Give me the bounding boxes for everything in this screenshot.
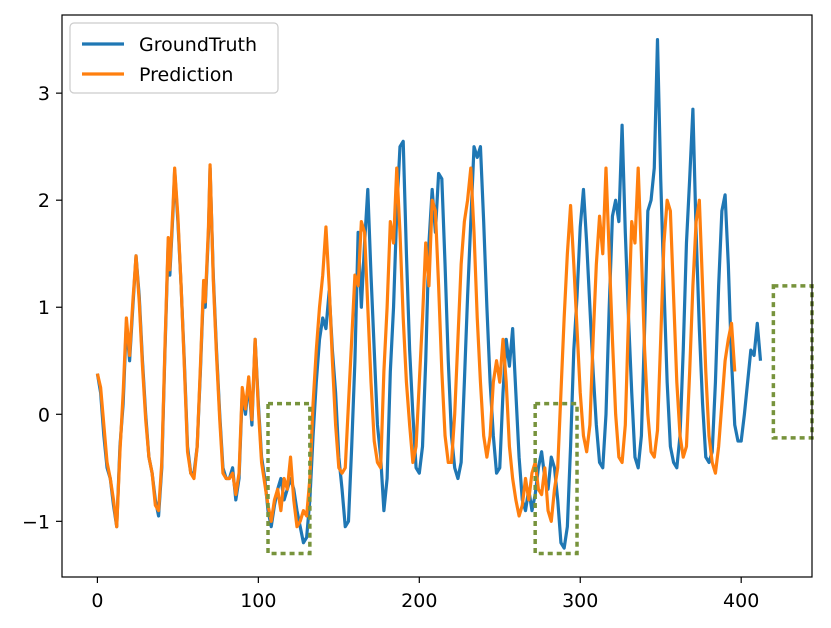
x-tick-label: 400 xyxy=(723,590,759,612)
legend-label-groundtruth: GroundTruth xyxy=(139,34,257,56)
x-tick-label: 0 xyxy=(91,590,103,612)
y-tick-label: 1 xyxy=(38,297,50,319)
y-tick-label: −1 xyxy=(22,511,50,533)
y-axis: −1 0 1 2 3 xyxy=(22,83,62,533)
highlight-box-2 xyxy=(533,401,579,556)
x-axis: 0 100 200 300 400 xyxy=(91,577,759,612)
series-line-prediction xyxy=(95,163,737,529)
y-tick-label: 2 xyxy=(38,190,50,212)
highlight-box-3 xyxy=(771,284,814,440)
y-tick-label: 0 xyxy=(38,404,50,426)
y-tick-label: 3 xyxy=(38,83,50,105)
series-layer xyxy=(95,38,763,550)
legend-label-prediction: Prediction xyxy=(139,64,233,86)
x-tick-label: 100 xyxy=(240,590,276,612)
highlight-box-1 xyxy=(266,401,312,556)
x-tick-label: 200 xyxy=(401,590,437,612)
legend: GroundTruth Prediction xyxy=(69,22,279,94)
annotation-layer xyxy=(266,284,814,556)
plot-area-frame xyxy=(61,14,813,578)
x-tick-label: 300 xyxy=(562,590,598,612)
